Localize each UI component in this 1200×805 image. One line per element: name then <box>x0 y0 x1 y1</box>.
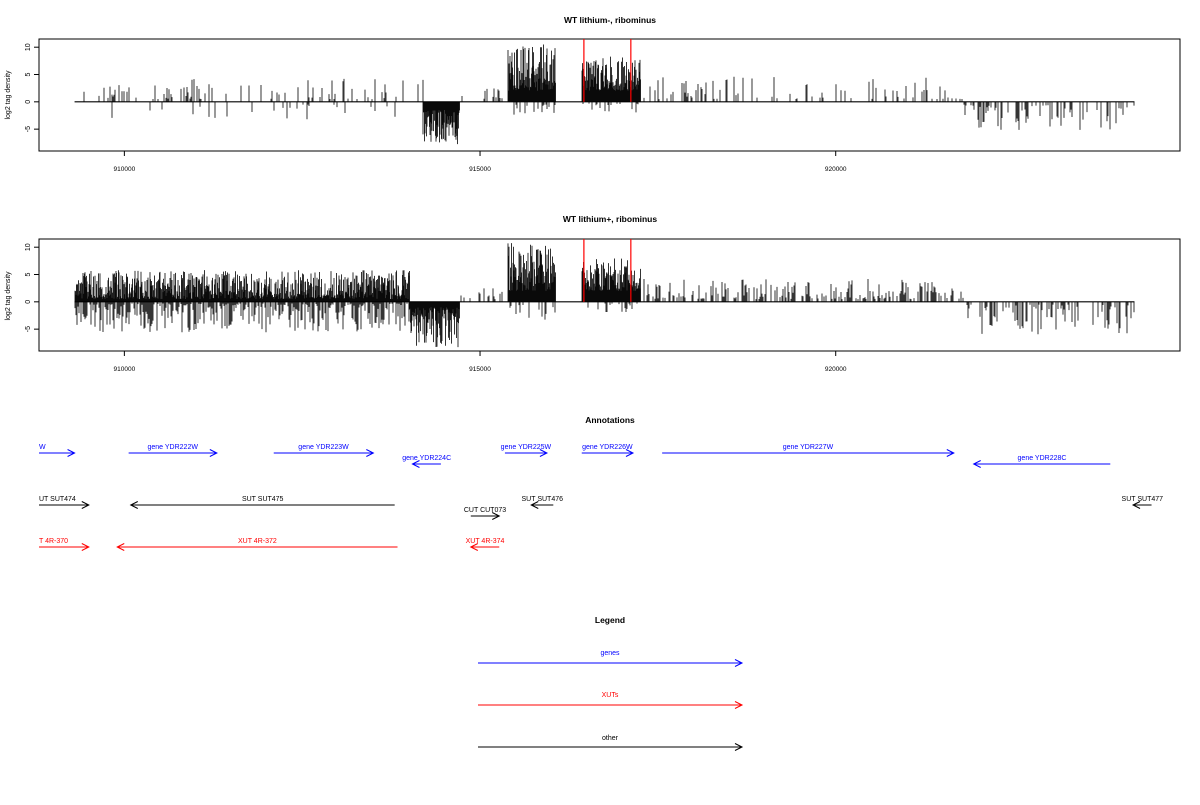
feature-genes: gene YDR224C <box>402 455 451 468</box>
y-tick-label: 0 <box>25 100 32 104</box>
plot-frame <box>38 38 1181 152</box>
y-tick-label: 10 <box>25 243 32 251</box>
legend-arrows <box>478 659 744 751</box>
arrow-head <box>734 743 744 751</box>
feature-genes: gene YDR228C <box>972 455 1111 468</box>
y-tick-label: 0 <box>25 300 32 304</box>
feature-label: gene YDR224C <box>402 455 451 462</box>
y-tick-label: 10 <box>25 43 32 51</box>
arrow-head <box>209 449 218 457</box>
xut-annotations: T 4R-370 XUT 4R-372 XUT 4R-374 <box>39 538 505 551</box>
legend-arrow-xut <box>478 701 744 709</box>
x-tick-label: 920000 <box>825 166 847 173</box>
x-tick-label: 915000 <box>469 166 491 173</box>
arrow-head <box>81 501 90 509</box>
arrow-head <box>411 460 420 468</box>
arrow-head <box>972 460 981 468</box>
feature-label: XUT 4R-372 <box>238 538 277 545</box>
y-axis-label: log2 tag density <box>5 70 12 120</box>
x-tick-label: 915000 <box>469 366 491 373</box>
feature-genes: W <box>39 444 76 457</box>
arrow-head <box>734 659 744 667</box>
feature-others: SUT SUT476 <box>522 496 564 509</box>
x-tick-label: 910000 <box>114 366 136 373</box>
panel-title: WT lithium-, ribominus <box>564 15 656 25</box>
y-tick-label: 5 <box>25 72 32 76</box>
feature-label: SUT SUT475 <box>242 496 284 503</box>
feature-xuts: T 4R-370 <box>39 538 90 551</box>
axes: -5 0 5 10 <box>25 239 1135 356</box>
legend-title: Legend <box>595 615 625 625</box>
annotations-title: Annotations <box>585 415 635 425</box>
arrow-head <box>81 543 90 551</box>
feature-label: SUT SUT477 <box>1122 496 1164 503</box>
feature-genes: gene YDR225W <box>501 444 552 457</box>
legend-label-genes: genes <box>600 650 620 657</box>
feature-label: T 4R-370 <box>39 538 68 545</box>
arrow-head <box>469 543 479 551</box>
feature-genes: gene YDR223W <box>273 444 375 457</box>
y-tick-label: 5 <box>25 272 32 276</box>
density-bars <box>83 44 1135 145</box>
feature-label: gene YDR227W <box>783 444 834 451</box>
feature-others: SUT SUT477 <box>1122 496 1164 509</box>
legend: Legend genes XUTs other <box>478 615 744 751</box>
feature-xuts: XUT 4R-372 <box>116 538 398 551</box>
axes: -5 0 5 10 <box>25 39 1135 156</box>
legend-label-xuts: XUTs <box>602 692 619 699</box>
arrow-head <box>530 501 539 509</box>
feature-label: W <box>39 444 46 451</box>
feature-xuts: XUT 4R-374 <box>466 538 505 551</box>
feature-genes: gene YDR227W <box>662 444 955 457</box>
density-panel-lithium-minus: WT lithium-, ribominus log2 tag density … <box>5 15 1181 173</box>
y-axis-label: log2 tag density <box>5 271 12 321</box>
arrow-head <box>366 449 375 457</box>
feature-label: CUT CUT073 <box>464 507 506 514</box>
arrow-head <box>492 512 501 520</box>
feature-others: UT SUT474 <box>39 496 90 509</box>
feature-label: SUT SUT476 <box>522 496 564 503</box>
x-tick-label: 910000 <box>114 166 136 173</box>
y-tick-label: -5 <box>25 326 32 332</box>
legend-label-other: other <box>602 735 619 742</box>
feature-label: gene YDR228C <box>1018 455 1067 462</box>
feature-label: gene YDR222W <box>147 444 198 451</box>
plot-frame <box>38 238 1181 352</box>
arrow-head <box>625 449 635 457</box>
x-axis: 910000 915000 920000 <box>114 366 847 373</box>
density-panel-lithium-plus: WT lithium+, ribominus log2 tag density … <box>5 214 1181 373</box>
feature-genes: gene YDR222W <box>128 444 218 457</box>
arrow-head <box>116 543 125 551</box>
arrow-head <box>1131 501 1141 509</box>
feature-label: gene YDR225W <box>501 444 552 451</box>
arrow-head <box>946 449 955 457</box>
panel-title: WT lithium+, ribominus <box>563 214 657 224</box>
arrow-head <box>67 449 76 457</box>
feature-label: UT SUT474 <box>39 496 76 503</box>
x-tick-label: 920000 <box>825 366 847 373</box>
density-bars <box>74 243 1135 348</box>
feature-others: CUT CUT073 <box>464 507 506 520</box>
arrow-head <box>539 449 549 457</box>
feature-label: XUT 4R-374 <box>466 538 505 545</box>
legend-arrow-other <box>478 743 744 751</box>
y-tick-label: -5 <box>25 126 32 132</box>
arrow-head <box>734 701 744 709</box>
other-annotations: UT SUT474 SUT SUT475 CUT CUT073 SUT SUT476 S… <box>39 496 1163 520</box>
feature-label: gene YDR226W <box>582 444 633 451</box>
legend-arrow-gene <box>478 659 744 667</box>
feature-genes: gene YDR226W <box>581 444 635 457</box>
feature-others: SUT SUT475 <box>129 496 395 509</box>
arrow-head <box>129 501 138 509</box>
x-axis: 910000 915000 920000 <box>114 166 847 173</box>
feature-label: gene YDR223W <box>298 444 349 451</box>
